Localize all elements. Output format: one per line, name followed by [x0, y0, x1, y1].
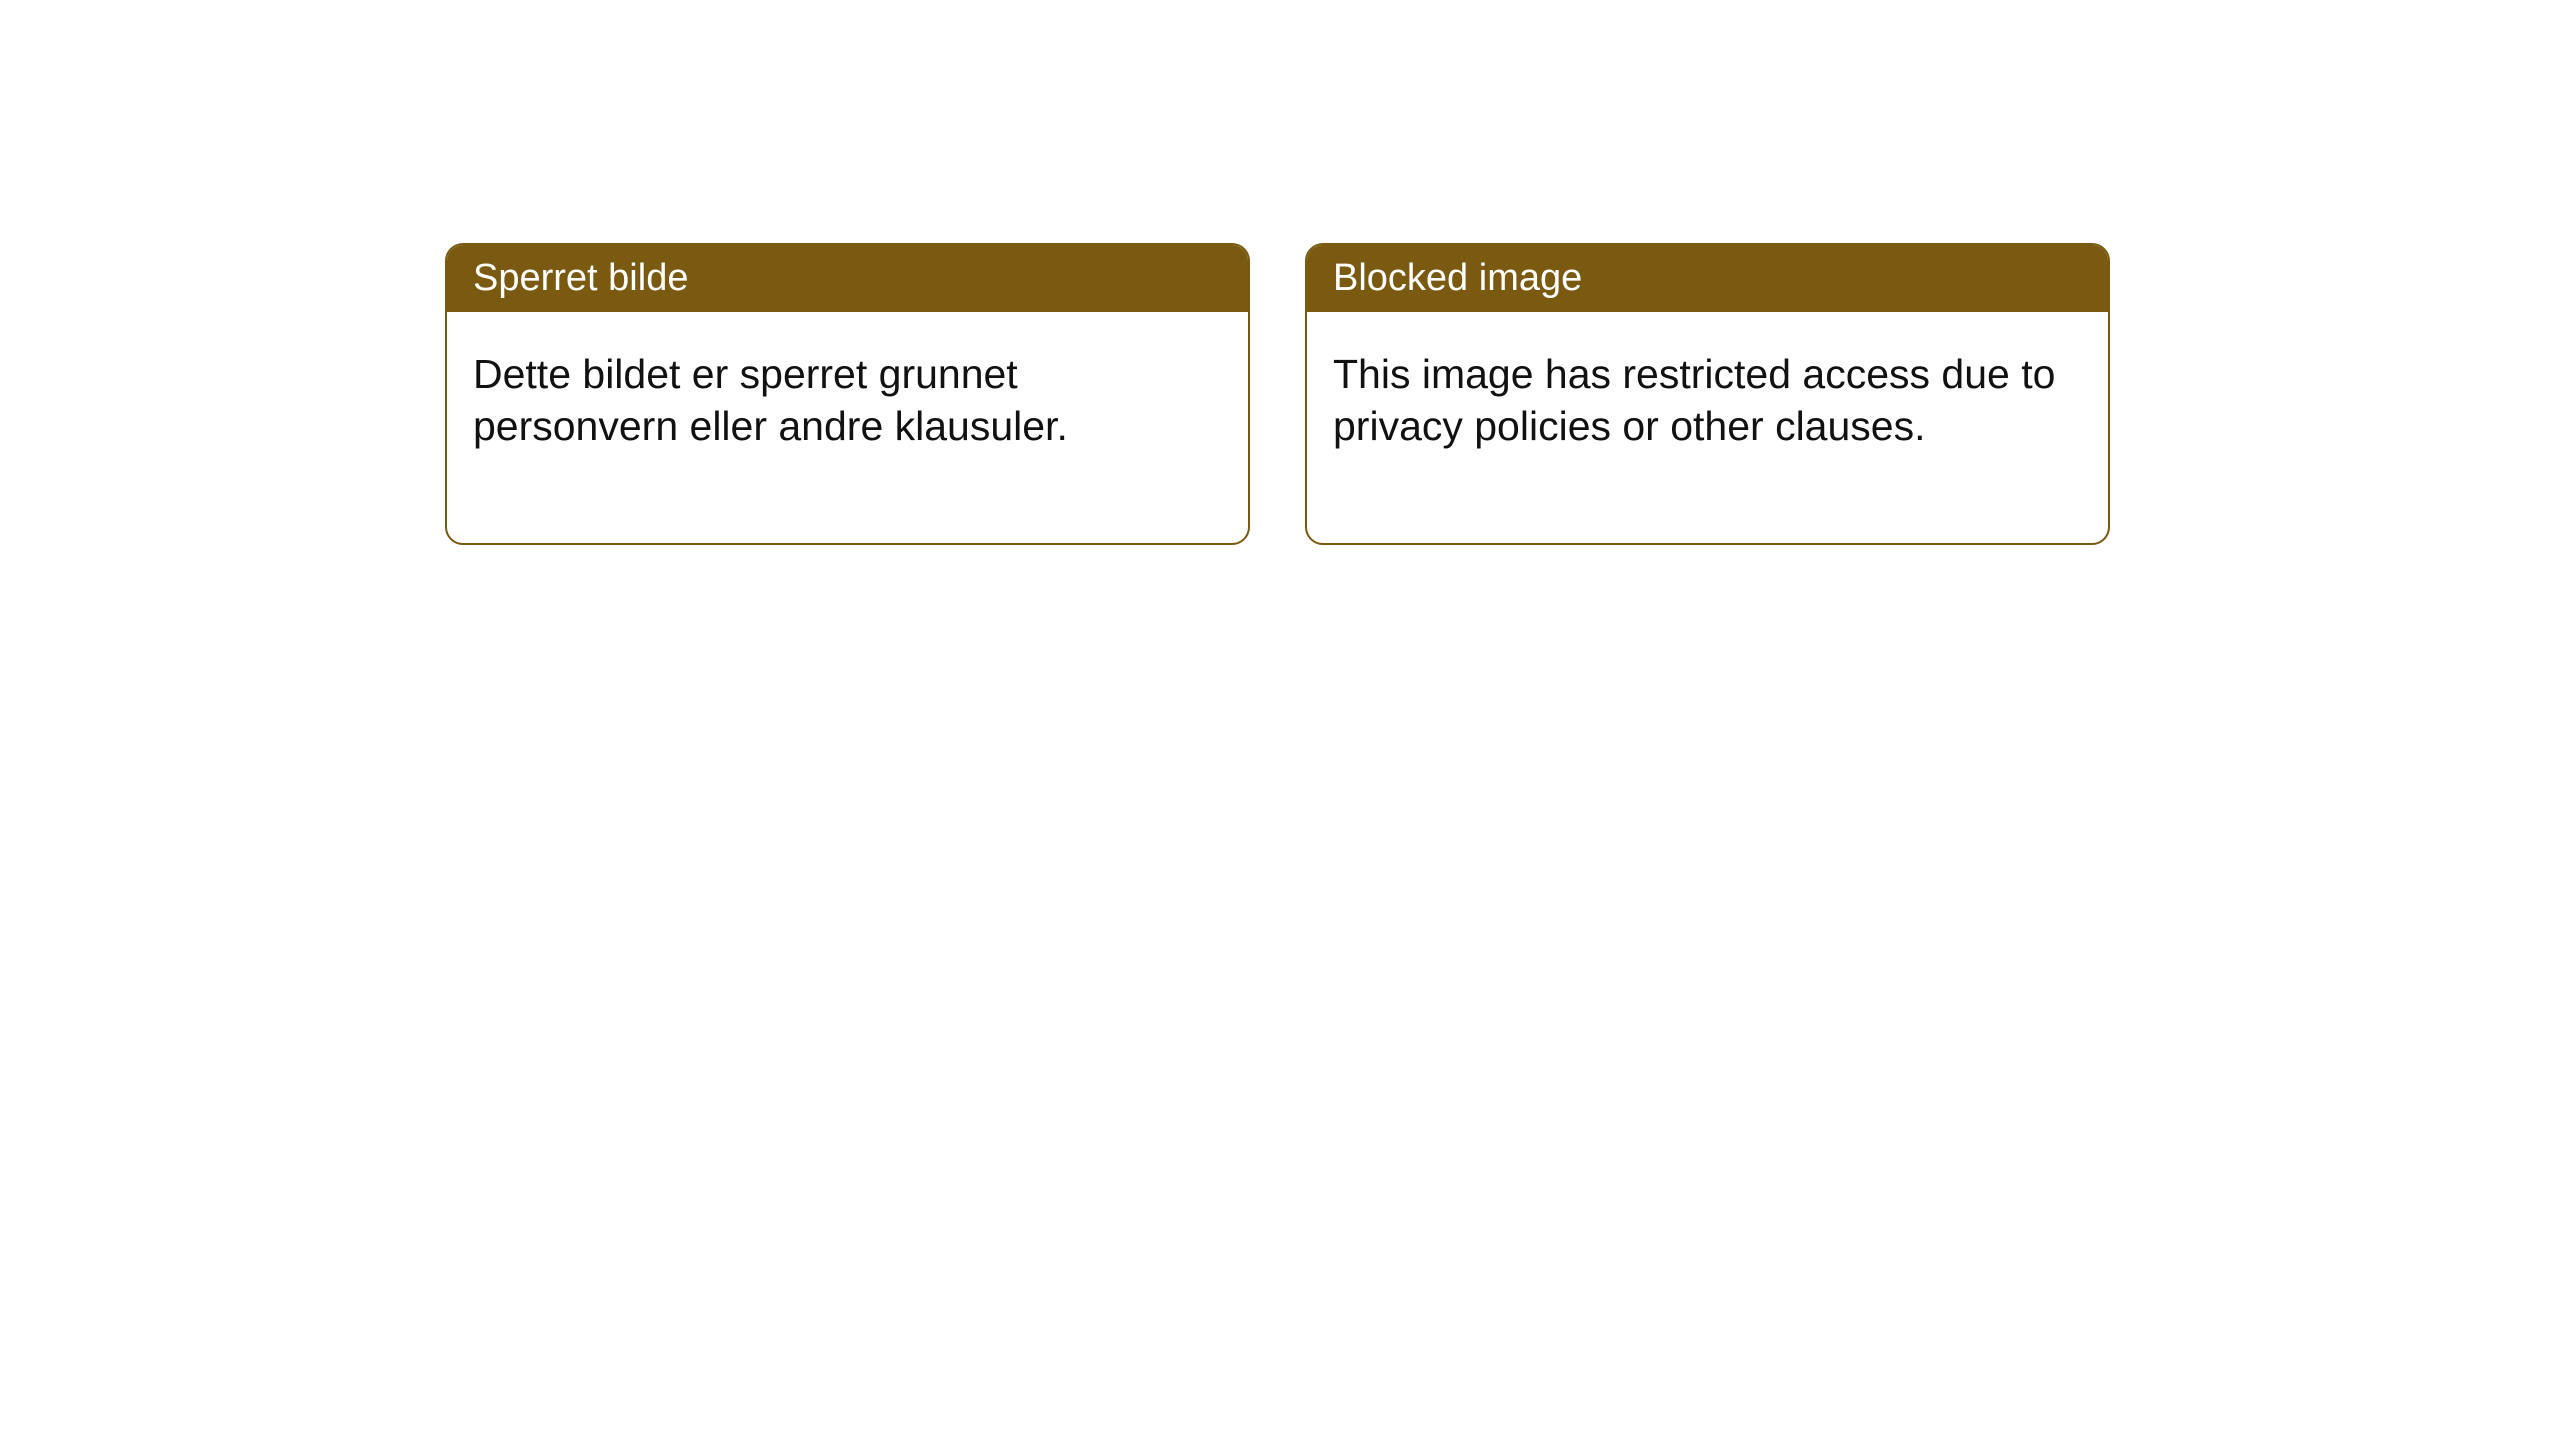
notice-card-row: Sperret bilde Dette bildet er sperret gr… [445, 243, 2110, 545]
notice-card-body: This image has restricted access due to … [1307, 312, 2108, 543]
notice-card-body: Dette bildet er sperret grunnet personve… [447, 312, 1248, 543]
notice-card-title: Sperret bilde [447, 245, 1248, 312]
notice-card-norwegian: Sperret bilde Dette bildet er sperret gr… [445, 243, 1250, 545]
notice-card-title: Blocked image [1307, 245, 2108, 312]
notice-card-english: Blocked image This image has restricted … [1305, 243, 2110, 545]
